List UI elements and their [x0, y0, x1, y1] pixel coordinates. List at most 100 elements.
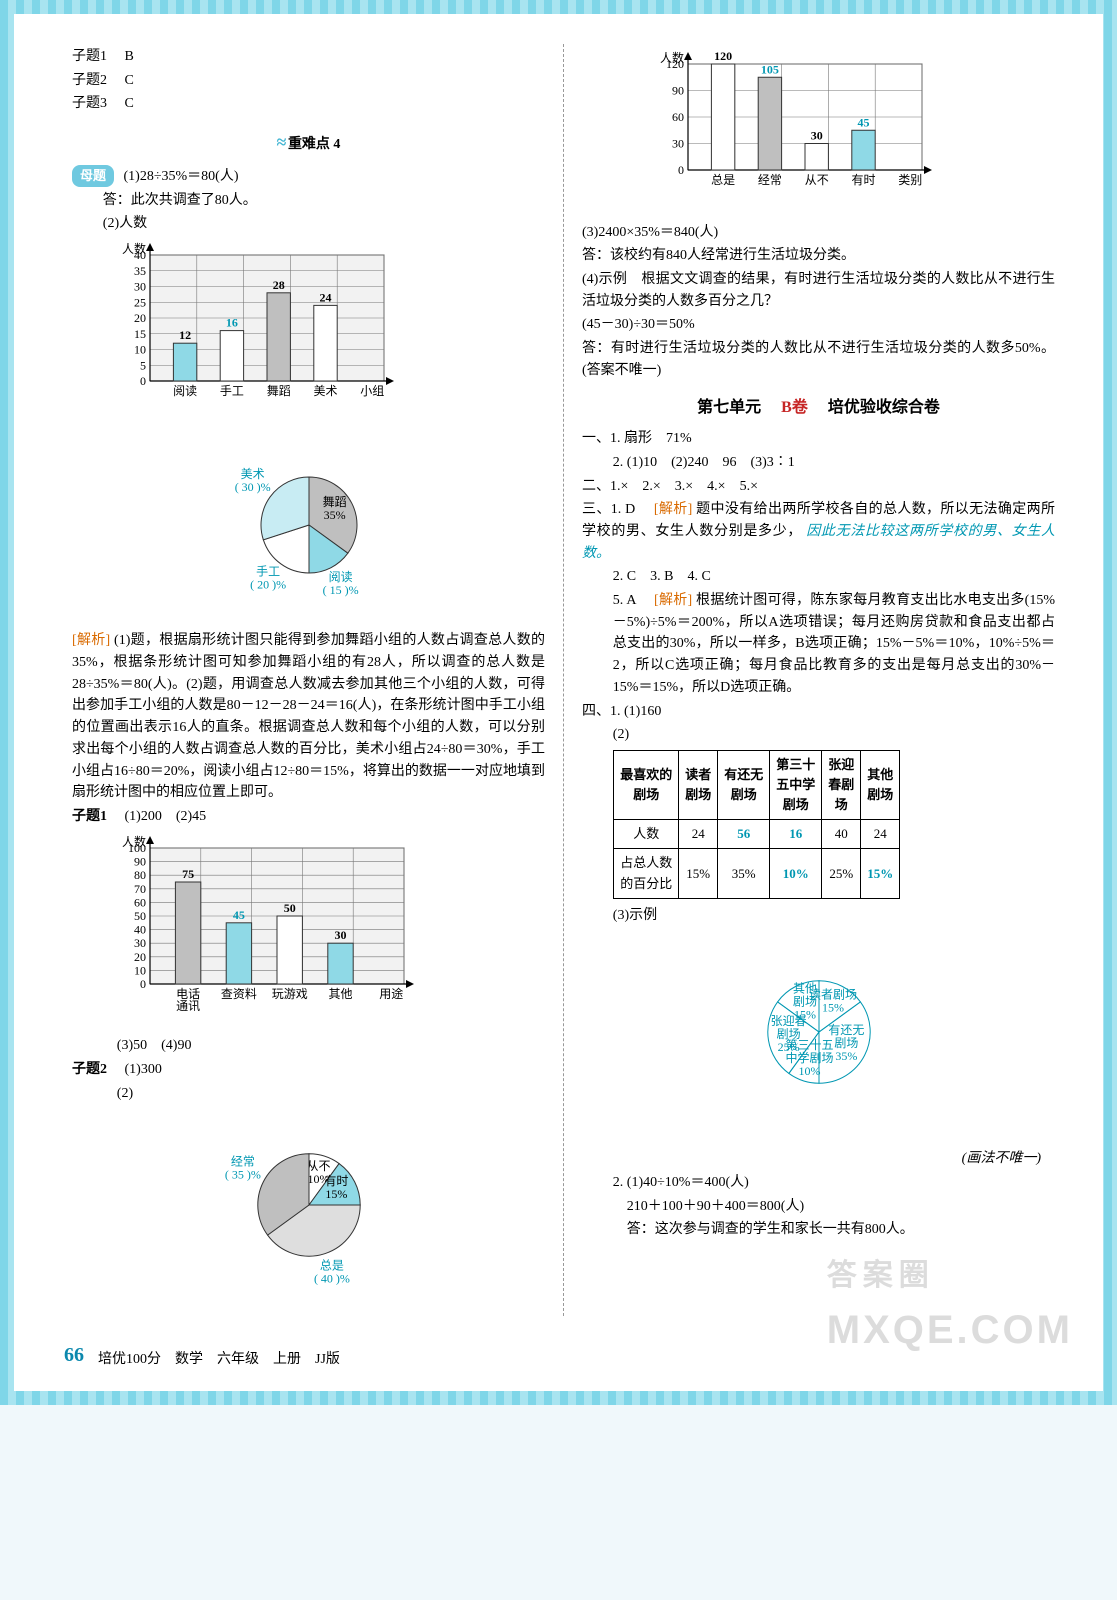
svg-text:20: 20	[134, 311, 146, 325]
svg-text:人数: 人数	[122, 241, 146, 256]
sub1-line: 子题1 (1)200 (2)45	[72, 806, 545, 828]
svg-text:80: 80	[134, 868, 146, 882]
r-line-4: 答：有时进行生活垃圾分类的人数比从不进行生活垃圾分类的人数多50%。(答案不唯一…	[582, 338, 1055, 381]
svg-text:( 30 )%: ( 30 )%	[234, 480, 270, 494]
svg-text:12: 12	[179, 328, 191, 342]
svg-text:从不: 从不	[306, 1159, 330, 1173]
svg-text:45: 45	[233, 907, 245, 921]
mother-q-line3: (2)人数	[72, 213, 545, 235]
svg-text:5: 5	[140, 358, 146, 372]
q4-2c: 答：这次参与调查的学生和家长一共有800人。	[582, 1219, 1055, 1241]
svg-text:其他: 其他	[793, 982, 817, 996]
q3-line3-label: [解析]	[654, 593, 692, 608]
mother-pill: 母题	[72, 165, 114, 187]
svg-text:25%: 25%	[777, 1040, 799, 1054]
svg-text:90: 90	[672, 84, 684, 98]
svg-text:25: 25	[134, 295, 146, 309]
q1-line: 一、1. 扇形 71%	[582, 428, 1055, 450]
svg-text:人数: 人数	[660, 50, 684, 65]
q4-2a: 2. (1)40÷10%＝400(人)	[582, 1172, 1055, 1194]
q3-line3: 根据统计图可得，陈东家每月教育支出比水电支出多(15%－5%)÷5%＝200%，…	[613, 593, 1055, 695]
svg-text:35: 35	[134, 264, 146, 278]
svg-text:0: 0	[678, 163, 684, 177]
wave-icon: ≈	[277, 132, 285, 152]
svg-text:舞蹈: 舞蹈	[322, 495, 346, 509]
svg-text:剧场: 剧场	[793, 995, 817, 1009]
svg-text:总是: 总是	[319, 1259, 343, 1273]
pie-chart-2: 从不10%有时15%总是( 40 )%经常( 35 )%	[72, 1110, 545, 1308]
svg-text:30: 30	[134, 280, 146, 294]
sub-answer-2: 子题2 C	[72, 70, 545, 92]
q4-sub3: (3)示例	[582, 905, 1055, 927]
q3-line3-block: 5. A [解析] 根据统计图可得，陈东家每月教育支出比水电支出多(15%－5%…	[582, 590, 1055, 698]
q1-line2: 2. (1)10 (2)240 96 (3)3∶1	[582, 452, 1055, 474]
svg-text:50: 50	[134, 909, 146, 923]
svg-text:75: 75	[182, 867, 194, 881]
svg-text:60: 60	[134, 895, 146, 909]
r-line-3: (45－30)÷30＝50%	[582, 314, 1055, 336]
footer-text: 培优100分 数学 六年级 上册 JJ版	[98, 1349, 340, 1371]
right-column: 0306090120人数1201053045总是经常从不有时类别 (3)2400…	[564, 44, 1063, 1316]
svg-text:20: 20	[134, 949, 146, 963]
svg-text:10: 10	[134, 963, 146, 977]
svg-text:有还无: 有还无	[828, 1023, 864, 1037]
chart2-svg: 0102030405060708090100人数75455030电话通讯查资料玩…	[114, 834, 434, 1024]
sub2-p2: (2)	[72, 1083, 545, 1105]
q3-block: 三、1. D [解析] 题中没有给出两所学校各自的总人数，所以无法确定两所学校的…	[582, 499, 1055, 564]
svg-text:30: 30	[672, 137, 684, 151]
svg-text:50: 50	[284, 901, 296, 915]
svg-text:( 40 )%: ( 40 )%	[313, 1272, 349, 1286]
label: 子题1	[72, 49, 107, 64]
svg-text:35%: 35%	[323, 508, 345, 522]
q4-head: 四、1. (1)160	[582, 701, 1055, 723]
sub1-ans: (1)200 (2)45	[125, 809, 207, 824]
columns: 子题1 B 子题2 C 子题3 C ≈ 重难点 4 母题 (1)28÷35%＝8…	[64, 44, 1063, 1316]
svg-text:0: 0	[140, 374, 146, 388]
q3-ana-label: [解析]	[654, 502, 692, 517]
svg-text:45: 45	[858, 115, 870, 129]
unit-title-2: 培优验收综合卷	[828, 399, 940, 416]
svg-text:有时: 有时	[324, 1174, 348, 1188]
svg-text:类别: 类别	[898, 173, 922, 187]
svg-text:经常: 经常	[230, 1155, 254, 1169]
bar-chart-1: 0510152025303540人数12162824阅读手工舞蹈美术小组	[114, 241, 545, 429]
svg-text:10%: 10%	[798, 1065, 820, 1079]
sub1-extra: (3)50 (4)90	[72, 1035, 545, 1057]
svg-text:美术: 美术	[240, 467, 264, 481]
sub2-ans: (1)300	[125, 1062, 162, 1077]
svg-text:24: 24	[320, 290, 332, 304]
svg-text:通讯: 通讯	[176, 999, 200, 1013]
unit-title-b: B卷	[781, 399, 808, 416]
svg-text:10: 10	[134, 343, 146, 357]
pie-chart-1: 舞蹈35%阅读( 15 )%手工( 20 )%美术( 30 )%	[72, 435, 545, 623]
svg-text:查资料: 查资料	[221, 987, 257, 1001]
svg-text:用途: 用途	[379, 986, 403, 1001]
svg-text:( 15 )%: ( 15 )%	[322, 583, 358, 597]
text: (1)28÷35%＝80(人)	[124, 169, 239, 184]
bar-chart-2: 0102030405060708090100人数75455030电话通讯查资料玩…	[114, 834, 545, 1032]
pie1-svg: 舞蹈35%阅读( 15 )%手工( 20 )%美术( 30 )%	[179, 435, 439, 615]
section-title: 重难点 4	[288, 137, 341, 152]
svg-text:15%: 15%	[821, 1001, 843, 1015]
r-line-2: (4)示例 根据文文调查的结果，有时进行生活垃圾分类的人数比从不进行生活垃圾分类…	[582, 269, 1055, 312]
label: 子题2	[72, 73, 107, 88]
r-line-1: 答：该校约有840人经常进行生活垃圾分类。	[582, 245, 1055, 267]
svg-text:15%: 15%	[325, 1187, 347, 1201]
svg-text:30: 30	[134, 936, 146, 950]
svg-text:总是: 总是	[711, 173, 735, 187]
svg-text:120: 120	[714, 50, 732, 63]
analysis-block: [解析] (1)题，根据扇形统计图只能得到参加舞蹈小组的人数占调查总人数的35%…	[72, 630, 545, 804]
svg-text:玩游戏: 玩游戏	[272, 987, 308, 1001]
unit-title-1: 第七单元	[697, 399, 761, 416]
chart3-svg: 0306090120人数1201053045总是经常从不有时类别	[652, 50, 952, 210]
q4-sub2: (2)	[582, 724, 1055, 746]
q4-note: (画法不唯一)	[582, 1148, 1055, 1170]
svg-text:经常: 经常	[758, 173, 782, 187]
svg-text:15: 15	[134, 327, 146, 341]
svg-text:美术: 美术	[313, 384, 337, 398]
sub2-line: 子题2 (1)300	[72, 1059, 545, 1081]
svg-text:剧场: 剧场	[834, 1036, 858, 1050]
pie3-svg: 读者剧场15%有还无剧场35%第三十五中学剧场10%张迎春剧场25%其他剧场15…	[659, 932, 979, 1132]
svg-text:70: 70	[134, 881, 146, 895]
svg-text:手工: 手工	[256, 564, 280, 578]
